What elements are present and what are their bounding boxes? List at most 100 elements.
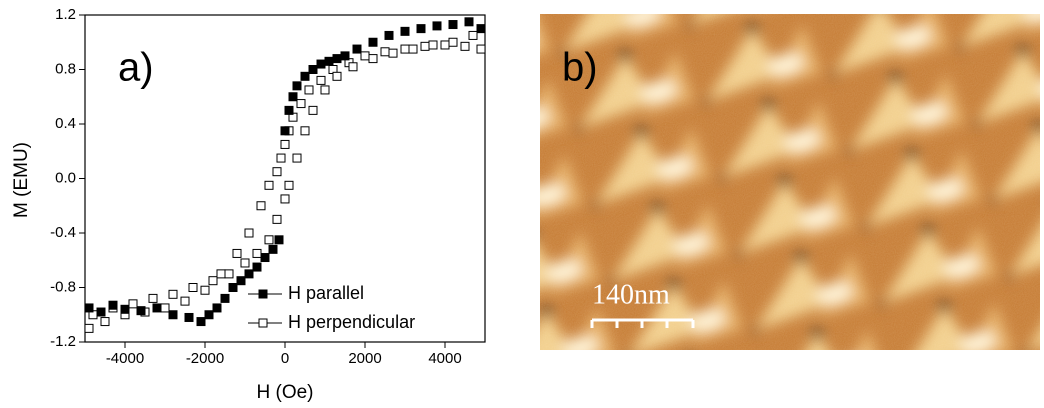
y-tick-label: -0.8 xyxy=(50,278,76,295)
data-point xyxy=(308,105,318,115)
data-point xyxy=(416,24,426,34)
data-point xyxy=(108,300,118,310)
data-point xyxy=(232,248,242,258)
data-point xyxy=(448,37,458,47)
scale-label: 140nm xyxy=(592,279,670,310)
x-axis-label: H (Oe) xyxy=(257,382,314,403)
data-point xyxy=(476,44,486,54)
data-point xyxy=(268,244,278,254)
legend-marker xyxy=(258,318,268,328)
data-point xyxy=(280,194,290,204)
data-point xyxy=(460,41,470,51)
data-point xyxy=(152,303,162,313)
data-point xyxy=(180,296,190,306)
data-point xyxy=(280,126,290,136)
data-point xyxy=(120,304,130,314)
data-point xyxy=(380,47,390,57)
data-point xyxy=(168,289,178,299)
data-point xyxy=(464,17,474,27)
panel-label: b) xyxy=(562,46,598,90)
data-point xyxy=(208,276,218,286)
data-point xyxy=(236,276,246,286)
data-point xyxy=(252,248,262,258)
data-point xyxy=(216,269,226,279)
data-point xyxy=(400,44,410,54)
data-point xyxy=(428,40,438,50)
data-point xyxy=(300,71,310,81)
data-point xyxy=(276,153,286,163)
data-point xyxy=(96,307,106,317)
x-tick-label: -4000 xyxy=(106,350,144,367)
data-point xyxy=(220,293,230,303)
data-point xyxy=(256,201,266,211)
data-point xyxy=(272,167,282,177)
data-point xyxy=(136,306,146,316)
data-point xyxy=(244,228,254,238)
data-point xyxy=(200,285,210,295)
data-point xyxy=(128,299,138,309)
data-point xyxy=(340,51,350,61)
data-point xyxy=(420,41,430,51)
data-point xyxy=(468,30,478,40)
data-point xyxy=(148,293,158,303)
data-point xyxy=(316,59,326,69)
data-point xyxy=(224,269,234,279)
data-point xyxy=(84,303,94,313)
x-tick-label: 2000 xyxy=(348,350,381,367)
x-tick-label: -2000 xyxy=(186,350,224,367)
data-point xyxy=(308,65,318,74)
data-point xyxy=(400,26,410,36)
data-point xyxy=(408,44,418,54)
x-tick-label: 4000 xyxy=(428,350,461,367)
data-point xyxy=(274,235,284,245)
data-point xyxy=(368,54,378,64)
afm-image xyxy=(540,14,1040,350)
data-point xyxy=(188,283,198,292)
data-point xyxy=(252,262,262,272)
legend-label: H perpendicular xyxy=(288,312,415,332)
x-tick-label: 0 xyxy=(281,350,289,367)
data-point xyxy=(160,303,170,313)
data-point xyxy=(332,71,342,81)
data-point xyxy=(264,235,274,245)
scale-bar xyxy=(590,318,695,328)
data-point xyxy=(440,40,450,50)
data-point xyxy=(212,303,222,313)
data-point xyxy=(240,258,250,268)
data-point xyxy=(260,253,270,263)
y-axis-label: M (EMU) xyxy=(11,142,32,218)
legend-label: H parallel xyxy=(288,283,364,303)
data-point xyxy=(272,214,282,224)
data-point xyxy=(100,317,110,327)
data-point xyxy=(184,312,194,322)
data-point xyxy=(348,62,358,72)
y-tick-label: -0.4 xyxy=(50,224,76,241)
data-point xyxy=(476,24,486,34)
data-point xyxy=(388,48,398,58)
data-point xyxy=(284,105,294,115)
y-tick-label: 1.2 xyxy=(55,6,76,23)
data-point xyxy=(304,85,314,95)
data-point xyxy=(288,92,298,102)
data-point xyxy=(228,283,238,292)
data-point xyxy=(264,180,274,190)
data-point xyxy=(352,44,362,54)
data-point xyxy=(84,323,94,333)
legend-marker xyxy=(258,289,268,299)
data-point xyxy=(280,139,290,149)
panel-label: a) xyxy=(118,46,154,90)
data-point xyxy=(196,317,206,327)
data-point xyxy=(292,81,302,91)
y-tick-label: 0.4 xyxy=(55,115,76,132)
data-point xyxy=(384,30,394,40)
y-tick-label: 0.8 xyxy=(55,60,76,77)
data-point xyxy=(324,56,334,66)
data-point xyxy=(300,126,310,136)
data-point xyxy=(448,20,458,30)
data-point xyxy=(244,269,254,279)
data-point xyxy=(320,85,330,95)
data-point xyxy=(316,75,326,85)
data-point xyxy=(284,180,294,190)
